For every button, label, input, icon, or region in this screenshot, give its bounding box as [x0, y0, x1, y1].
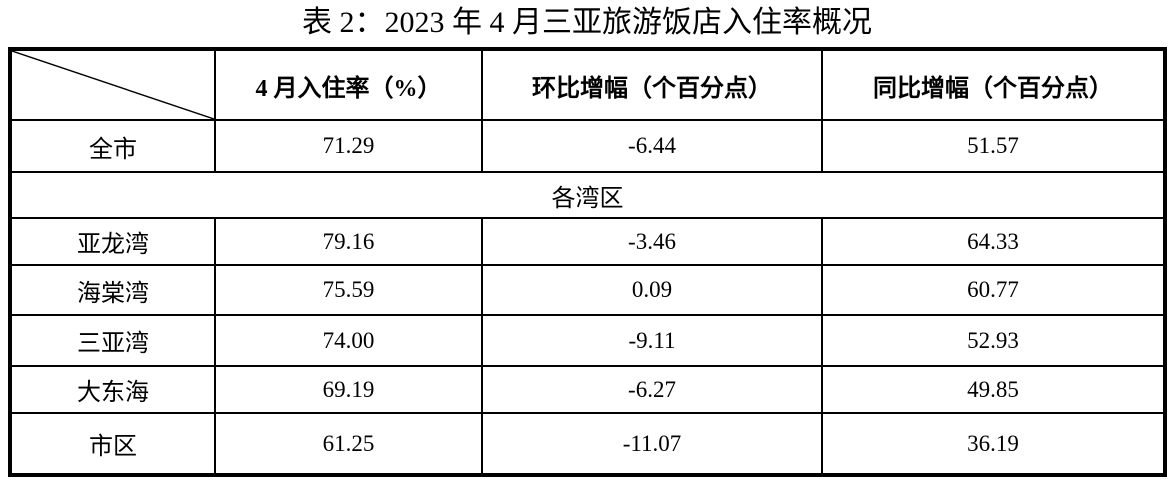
- table-title: 表 2：2023 年 4 月三亚旅游饭店入住率概况: [302, 6, 872, 39]
- yoy-change-cell: 51.57: [821, 119, 1166, 173]
- section-label-cell: 各湾区: [9, 171, 1166, 219]
- row-label-cell: 三亚湾: [9, 314, 216, 367]
- april-rate-cell: 69.19: [214, 365, 483, 414]
- mom-change-cell: -6.44: [481, 119, 823, 173]
- table-container: 4 月入住率（%） 环比增幅（个百分点） 同比增幅（个百分点） 全市 71.29…: [8, 47, 1167, 477]
- row-label-cell: 海棠湾: [9, 264, 216, 316]
- yoy-change-cell: 52.93: [821, 314, 1166, 367]
- occupancy-table: 4 月入住率（%） 环比增幅（个百分点） 同比增幅（个百分点） 全市 71.29…: [8, 47, 1167, 477]
- column-header-yoy-change: 同比增幅（个百分点）: [821, 48, 1166, 121]
- row-label-cell: 大东海: [9, 365, 216, 414]
- april-rate-cell: 79.16: [214, 217, 483, 266]
- mom-change-cell: -6.27: [481, 365, 823, 414]
- row-label-cell: 全市: [9, 119, 216, 173]
- header-corner-cell: [9, 48, 216, 121]
- header-row: 4 月入住率（%） 环比增幅（个百分点） 同比增幅（个百分点）: [9, 48, 1166, 121]
- section-row-bays: 各湾区: [9, 171, 1166, 219]
- april-rate-cell: 61.25: [214, 412, 483, 476]
- column-header-mom-change: 环比增幅（个百分点）: [481, 48, 823, 121]
- april-rate-cell: 74.00: [214, 314, 483, 367]
- april-rate-cell: 71.29: [214, 119, 483, 173]
- table-row: 三亚湾 74.00 -9.11 52.93: [9, 314, 1166, 367]
- yoy-change-cell: 49.85: [821, 365, 1166, 414]
- yoy-change-cell: 36.19: [821, 412, 1166, 476]
- column-header-april-rate: 4 月入住率（%）: [214, 48, 483, 121]
- row-label-cell: 亚龙湾: [9, 217, 216, 266]
- mom-change-cell: -9.11: [481, 314, 823, 367]
- table-row: 大东海 69.19 -6.27 49.85: [9, 365, 1166, 414]
- april-rate-cell: 75.59: [214, 264, 483, 316]
- table-row-citywide: 全市 71.29 -6.44 51.57: [9, 119, 1166, 173]
- yoy-change-cell: 60.77: [821, 264, 1166, 316]
- table-row: 市区 61.25 -11.07 36.19: [9, 412, 1166, 476]
- table-row: 海棠湾 75.59 0.09 60.77: [9, 264, 1166, 316]
- yoy-change-cell: 64.33: [821, 217, 1166, 266]
- mom-change-cell: 0.09: [481, 264, 823, 316]
- row-label-cell: 市区: [9, 412, 216, 476]
- diagonal-divider-line: [12, 51, 214, 119]
- mom-change-cell: -3.46: [481, 217, 823, 266]
- mom-change-cell: -11.07: [481, 412, 823, 476]
- table-row: 亚龙湾 79.16 -3.46 64.33: [9, 217, 1166, 266]
